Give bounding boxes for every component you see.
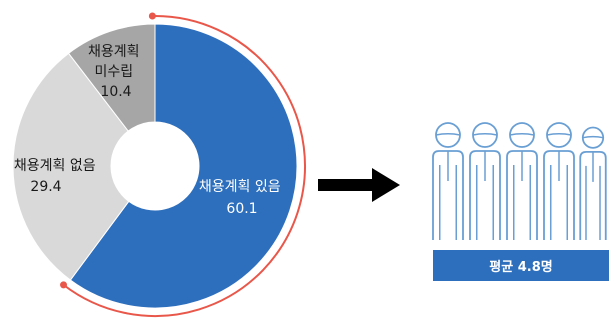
highlight-arc-start-dot xyxy=(148,12,156,20)
average-label: 평균 4.8명 xyxy=(489,259,552,275)
slice-label-no: 채용계획 없음 29.4 xyxy=(14,158,100,195)
highlight-arc xyxy=(62,15,306,317)
person-icon xyxy=(469,122,501,240)
person-icon xyxy=(543,122,575,240)
slice-label-undecided: 채용계획 미수립 10.4 xyxy=(88,44,144,100)
slice-undecided xyxy=(67,23,156,132)
donut-slices xyxy=(12,23,298,309)
slice-yes-value: 60.1 xyxy=(226,201,257,217)
right-arrow-icon xyxy=(318,168,400,202)
highlight-arc-end-dot xyxy=(60,281,68,289)
slice-no xyxy=(12,52,130,281)
person-icon xyxy=(432,122,464,240)
slice-undecided-name-line2: 미수립 xyxy=(94,64,133,80)
people-icon xyxy=(432,122,607,240)
slice-label-yes: 채용계획 있음 60.1 xyxy=(199,179,285,217)
slice-yes-name: 채용계획 있음 xyxy=(199,179,281,195)
slice-undecided-value: 10.4 xyxy=(100,84,131,100)
slice-undecided-name-line1: 채용계획 xyxy=(88,44,140,60)
slice-yes xyxy=(69,23,298,309)
person-icon xyxy=(506,122,538,240)
person-icon xyxy=(579,126,607,240)
average-box xyxy=(433,250,609,281)
slice-no-name: 채용계획 없음 xyxy=(14,158,96,174)
slice-no-value: 29.4 xyxy=(30,179,61,195)
